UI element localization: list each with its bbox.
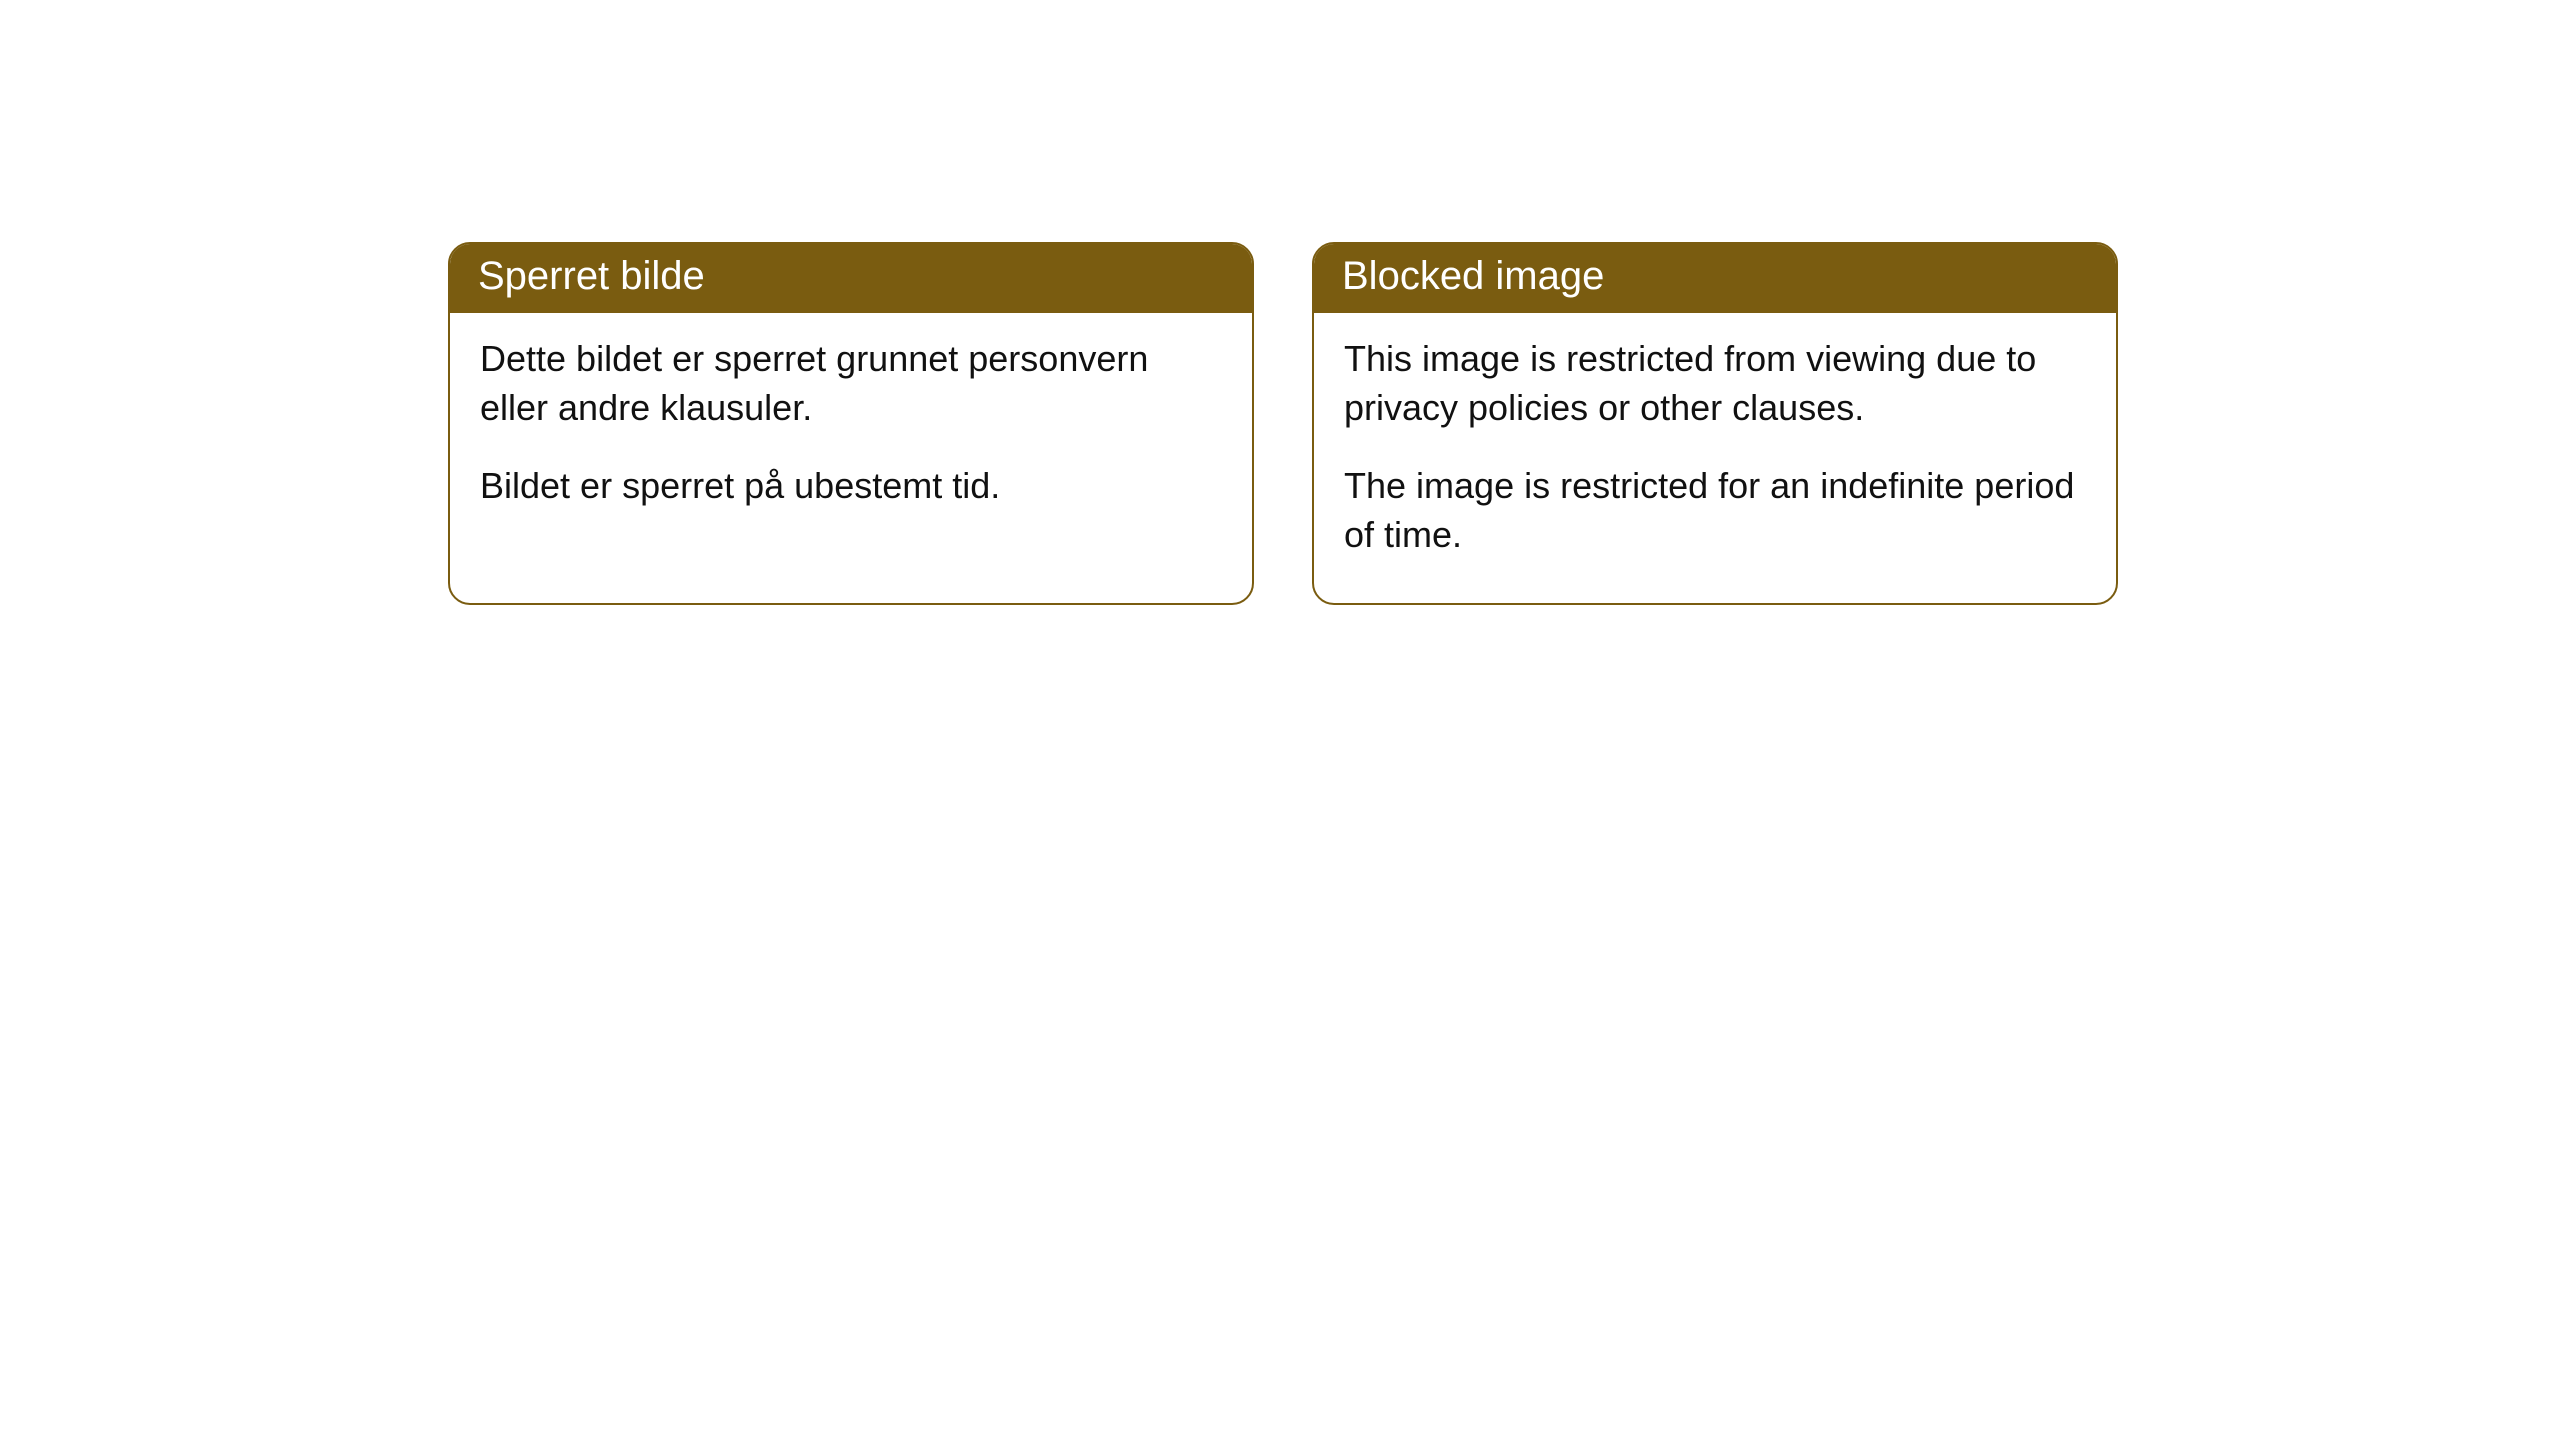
card-paragraph: The image is restricted for an indefinit… — [1344, 462, 2086, 559]
card-paragraph: Bildet er sperret på ubestemt tid. — [480, 462, 1222, 511]
card-header: Blocked image — [1314, 244, 2116, 313]
card-paragraph: Dette bildet er sperret grunnet personve… — [480, 335, 1222, 432]
notice-card-english: Blocked image This image is restricted f… — [1312, 242, 2118, 605]
notice-cards-container: Sperret bilde Dette bildet er sperret gr… — [448, 242, 2118, 605]
card-body: Dette bildet er sperret grunnet personve… — [450, 313, 1252, 555]
card-paragraph: This image is restricted from viewing du… — [1344, 335, 2086, 432]
card-body: This image is restricted from viewing du… — [1314, 313, 2116, 603]
notice-card-norwegian: Sperret bilde Dette bildet er sperret gr… — [448, 242, 1254, 605]
card-header: Sperret bilde — [450, 244, 1252, 313]
